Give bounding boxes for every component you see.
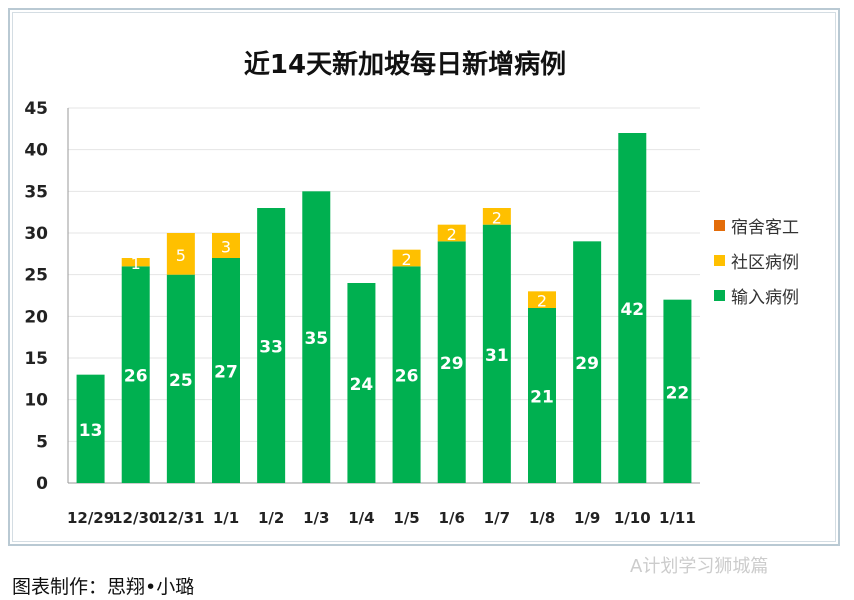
y-tick-label: 5 <box>36 432 48 452</box>
data-label: 2 <box>537 292 547 311</box>
data-label: 42 <box>620 300 644 320</box>
legend-label: 社区病例 <box>731 253 799 273</box>
data-label: 35 <box>304 329 328 349</box>
x-tick-label: 1/6 <box>439 509 465 527</box>
data-label: 22 <box>666 383 690 403</box>
bar-segment <box>663 299 692 483</box>
bar-segment <box>121 258 150 267</box>
legend-item: 输入病例 <box>714 278 799 313</box>
data-label: 31 <box>485 346 509 366</box>
bar-segment <box>392 266 421 483</box>
legend: 宿舍客工社区病例输入病例 <box>714 208 799 313</box>
data-label: 25 <box>169 371 193 391</box>
data-label: 2 <box>492 208 502 227</box>
legend-item: 社区病例 <box>714 243 799 278</box>
y-tick-label: 45 <box>24 99 48 119</box>
y-tick-label: 0 <box>36 474 48 494</box>
x-tick-label: 1/11 <box>659 509 696 527</box>
y-tick-label: 35 <box>24 182 48 202</box>
x-tick-label: 1/3 <box>303 509 329 527</box>
bar-segment <box>482 208 511 225</box>
chart-title: 近14天新加坡每日新增病例 <box>243 50 567 80</box>
bar-segment <box>573 241 602 483</box>
legend-label: 输入病例 <box>731 288 799 308</box>
legend-swatch <box>714 255 725 266</box>
bar-segment <box>257 208 286 483</box>
x-tick-label: 12/30 <box>112 509 159 527</box>
x-tick-label: 1/2 <box>258 509 284 527</box>
y-tick-label: 25 <box>24 266 48 286</box>
bar-segment <box>618 133 647 483</box>
bar-segment <box>482 224 511 483</box>
credit-text: 图表制作：思翔•小璐 <box>12 576 195 598</box>
y-tick-label: 10 <box>24 391 48 411</box>
bar-segment <box>392 249 421 267</box>
data-label: 29 <box>440 354 464 374</box>
legend-label: 宿舍客工 <box>731 218 799 238</box>
data-label: 13 <box>79 421 103 441</box>
y-tick-label: 30 <box>24 224 48 244</box>
data-label: 24 <box>350 375 374 395</box>
bar-segment <box>212 258 240 483</box>
x-tick-label: 12/29 <box>67 509 114 527</box>
data-label: 2 <box>401 250 411 269</box>
legend-swatch <box>714 220 725 231</box>
bar-segment <box>528 308 556 483</box>
bar-segment <box>347 283 376 483</box>
bar-segment <box>166 274 195 483</box>
data-label: 29 <box>575 354 599 374</box>
data-label: 26 <box>124 367 148 387</box>
y-tick-label: 15 <box>24 349 48 369</box>
legend-item: 宿舍客工 <box>714 208 799 243</box>
x-tick-label: 1/10 <box>614 509 651 527</box>
x-tick-label: 1/1 <box>213 509 239 527</box>
x-tick-label: 12/31 <box>157 509 204 527</box>
data-label: 26 <box>395 367 419 387</box>
bar-segment <box>528 291 556 308</box>
y-tick-label: 20 <box>24 307 48 327</box>
x-tick-label: 1/8 <box>529 509 555 527</box>
x-tick-label: 1/5 <box>393 509 419 527</box>
bar-segment <box>302 191 331 484</box>
bar-segment <box>437 241 466 483</box>
bar-segment <box>121 266 150 483</box>
x-tick-label: 1/4 <box>348 509 374 527</box>
data-label: 5 <box>176 246 186 265</box>
data-label: 27 <box>214 363 238 383</box>
chart-frame <box>8 8 840 546</box>
data-label: 2 <box>447 225 457 244</box>
x-tick-label: 1/7 <box>484 509 510 527</box>
bar-segment <box>76 374 105 483</box>
x-tick-label: 1/9 <box>574 509 600 527</box>
legend-swatch <box>714 290 725 301</box>
data-label: 33 <box>259 338 283 358</box>
data-label: 3 <box>221 238 231 257</box>
chart-area <box>12 12 836 542</box>
bar-segment <box>166 233 195 275</box>
y-tick-label: 40 <box>24 141 48 161</box>
data-label: 1 <box>131 254 141 273</box>
bar-segment <box>212 233 240 258</box>
watermark: A计划学习狮城篇 <box>630 556 769 577</box>
bar-segment <box>437 224 466 242</box>
data-label: 21 <box>530 388 554 408</box>
